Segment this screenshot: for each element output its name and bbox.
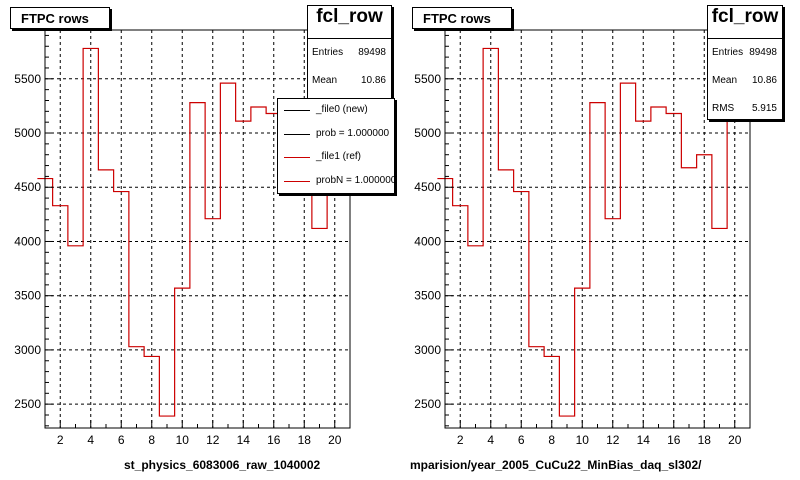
left-stats-mean-label: Mean [312,75,338,86]
left-x-tick-label: 10 [176,433,190,447]
left-x-tick-label: 16 [267,433,281,447]
legend-entry: probN = 1.000000 [278,170,394,194]
right-x-tick-label: 2 [457,433,464,447]
right-y-tick-label: 4500 [414,180,441,194]
left-y-tick-label: 4500 [14,180,41,194]
right-y-tick-label: 3500 [414,289,441,303]
right-stats-mean-row: Mean 10.86 [708,67,782,95]
legend-label: prob = 1.000000 [316,127,390,139]
right-y-tick-label: 4000 [414,234,441,248]
left-stats-entries-row: Entries 89498 [308,39,391,67]
right-x-tick-label: 12 [606,433,620,447]
legend-label: _file0 (new) [316,104,368,115]
right-x-tick-label: 10 [576,433,590,447]
legend-entry: _file0 (new) [278,99,394,123]
left-stats-name: fcl_row [308,6,391,39]
legend-swatch [284,180,310,182]
legend-label: _file1 (ref) [316,151,362,162]
left-x-tick-label: 12 [206,433,220,447]
right-x-tick-label: 4 [487,433,494,447]
right-stats-entries-value: 89498 [749,47,777,58]
left-y-tick-label: 2500 [14,397,41,411]
right-pad-title: FTPC rows [412,7,512,29]
right-stats-rms-row: RMS 5.915 [708,95,782,123]
right-stats-rms-label: RMS [712,103,735,114]
left-stats-box: fcl_row Entries 89498 Mean 10.86 [307,5,392,101]
right-histogram-series [437,44,743,417]
left-x-tick-label: 4 [87,433,94,447]
legend-entry: _file1 (ref) [278,146,394,170]
left-y-tick-label: 3000 [14,343,41,357]
right-y-tick-label: 3000 [414,343,441,357]
right-stats-name: fcl_row [708,6,782,39]
right-x-tick-label: 14 [637,433,651,447]
right-stats-entries-label: Entries [712,47,744,58]
legend-label: probN = 1.000000 [316,174,395,186]
right-stats-box: fcl_row Entries 89498 Mean 10.86 RMS 5.9… [707,5,783,120]
right-x-axis-title: mparision/year_2005_CuCu22_MinBias_daq_s… [410,458,702,472]
right-y-tick-label: 5500 [414,72,441,86]
left-stats-entries-label: Entries [312,47,344,58]
left-x-tick-label: 8 [148,433,155,447]
right-stats-mean-label: Mean [712,75,738,86]
left-pad-title: FTPC rows [10,7,110,29]
right-stats-mean-value: 10.86 [751,75,777,86]
right-y-tick-label: 5000 [414,126,441,140]
left-x-axis-title: st_physics_6083006_raw_1040002 [124,458,321,472]
legend-swatch [284,157,310,158]
right-x-tick-label: 16 [667,433,681,447]
legend-swatch [284,133,310,135]
legend-swatch [284,110,310,111]
left-x-tick-label: 2 [57,433,64,447]
left-stats-mean-row: Mean 10.86 [308,67,391,95]
right-stats-entries-row: Entries 89498 [708,39,782,67]
left-stats-mean-value: 10.86 [360,75,386,86]
left-x-tick-label: 20 [328,433,342,447]
right-stats-rms-value: 5.915 [751,103,777,114]
left-stats-entries-value: 89498 [358,47,386,58]
left-x-tick-label: 6 [118,433,125,447]
left-legend: _file0 (new) prob = 1.000000 _file1 (ref… [277,98,395,194]
left-y-tick-label: 5000 [14,126,41,140]
right-y-tick-label: 2500 [414,397,441,411]
right-x-tick-label: 8 [548,433,555,447]
legend-entry: prob = 1.000000 [278,123,394,147]
left-x-tick-label: 14 [237,433,251,447]
right-x-tick-label: 20 [728,433,742,447]
left-y-tick-label: 4000 [14,234,41,248]
left-y-tick-label: 3500 [14,289,41,303]
right-x-tick-label: 6 [518,433,525,447]
left-x-tick-label: 18 [298,433,312,447]
left-y-tick-label: 5500 [14,72,41,86]
right-x-tick-label: 18 [698,433,712,447]
